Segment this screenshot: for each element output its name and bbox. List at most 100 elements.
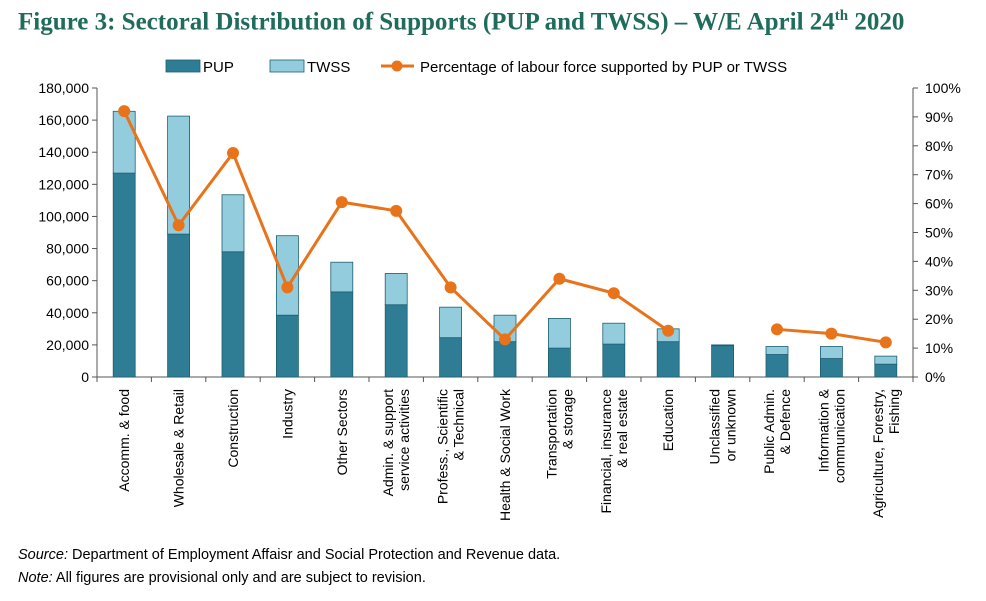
legend-label-pup: PUP: [203, 59, 234, 76]
bar-twss: [711, 344, 734, 347]
category-label: Education: [660, 389, 676, 451]
percentage-point: [444, 281, 457, 294]
bar-twss: [330, 261, 354, 293]
category-label: Unclassified: [707, 389, 723, 464]
left-tick-label: 100,000: [38, 208, 89, 224]
bar-pup: [765, 354, 789, 378]
percentage-point: [281, 281, 294, 294]
percentage-point: [662, 324, 675, 337]
category-label: & real estate: [614, 389, 630, 468]
right-tick-label: 20%: [925, 311, 953, 327]
left-tick-label: 20,000: [46, 337, 89, 353]
bar-pup: [656, 341, 680, 378]
figure-title: Figure 3: Sectoral Distribution of Suppo…: [18, 8, 978, 36]
left-tick-label: 80,000: [46, 241, 89, 257]
bar-pup: [384, 304, 408, 378]
legend-label-percentage: Percentage of labour force supported by …: [420, 59, 787, 76]
legend-swatch-twss: [269, 59, 305, 73]
category-label: Other Sectors: [334, 389, 350, 475]
bar-twss: [820, 346, 843, 359]
legend-swatch-pup: [165, 59, 201, 73]
category-labels: Accomm. & food Wholesale & Retail Construc…: [116, 388, 902, 521]
right-tick-label: 90%: [925, 109, 953, 125]
bar-twss: [275, 235, 299, 316]
category-label: Profess., Scientific: [435, 389, 451, 504]
left-tick-label: 60,000: [46, 273, 89, 289]
category-label: Public Admin.: [761, 389, 777, 474]
percentage-point: [825, 327, 838, 340]
bar-twss: [112, 110, 136, 174]
bar-pup: [548, 347, 571, 378]
bar-pup: [112, 172, 136, 378]
note-label: Note:: [18, 570, 53, 586]
category-label: Construction: [225, 389, 241, 468]
category-label: & Technical: [451, 389, 467, 460]
category-label: Fishing: [886, 389, 902, 434]
bar-twss: [221, 194, 245, 253]
percentage-point: [118, 105, 131, 118]
right-tick-label: 100%: [925, 80, 961, 96]
percentage-point: [607, 287, 620, 300]
chart-legend: PUP TWSS Percentage of labour force suppor…: [165, 59, 787, 76]
right-tick-label: 30%: [925, 282, 953, 298]
right-tick-label: 50%: [925, 225, 953, 241]
bar-twss: [439, 306, 463, 339]
bar-twss: [548, 317, 571, 349]
right-tick-label: 80%: [925, 138, 953, 154]
left-tick-label: 160,000: [38, 112, 89, 128]
percentage-point: [553, 272, 566, 285]
category-label: communication: [831, 389, 847, 483]
category-label: & storage: [559, 389, 575, 449]
bar-twss: [167, 115, 191, 235]
right-axis: 0% 10% 20% 30% 40% 50% 60% 70% 80% 90% 100%: [912, 80, 961, 385]
right-tick-label: 60%: [925, 196, 953, 212]
bar-pup: [820, 358, 843, 378]
bar-pup: [493, 341, 517, 378]
category-label: Financial, insurance: [598, 389, 614, 514]
bar-pup: [439, 337, 463, 378]
percentage-point: [335, 196, 348, 209]
category-label: Accomm. & food: [116, 389, 132, 492]
bar-twss: [384, 273, 408, 306]
left-tick-label: 120,000: [38, 176, 89, 192]
bar-twss: [602, 322, 626, 345]
bar-pup: [874, 363, 898, 378]
bar-pup: [167, 233, 191, 378]
percentage-point: [227, 147, 239, 160]
left-tick-label: 140,000: [38, 144, 89, 160]
category-label: & Defence: [777, 389, 793, 455]
figure-title-main: Figure 3: Sectoral Distribution of Suppo…: [18, 8, 835, 36]
bar-pup: [711, 345, 734, 378]
source-label: Source:: [18, 547, 68, 563]
percentage-point: [172, 219, 185, 232]
bar-pup: [602, 343, 626, 378]
percentage-point: [499, 333, 511, 346]
bar-pup: [221, 251, 245, 378]
category-label: Industry: [279, 389, 295, 439]
percentage-point: [771, 323, 783, 336]
category-label: Admin. & support: [380, 389, 396, 496]
category-label: Health & Social Work: [497, 388, 513, 521]
note-text: All figures are provisional only and are…: [52, 570, 426, 586]
source-text: Department of Employment Affaisr and Soc…: [67, 547, 561, 563]
figure-title-superscript: th: [834, 8, 849, 24]
left-tick-label: 40,000: [46, 305, 89, 321]
percentage-point: [879, 336, 892, 349]
legend-marker: [391, 60, 403, 72]
bar-twss: [765, 346, 789, 355]
percentage-line-series: [118, 105, 892, 349]
left-tick-label: 0: [81, 369, 89, 385]
left-tick-label: 180,000: [38, 80, 89, 96]
right-tick-label: 40%: [925, 253, 953, 269]
category-label: Wholesale & Retail: [171, 389, 187, 507]
right-tick-label: 0%: [925, 369, 945, 385]
category-label: or unknown: [723, 389, 739, 461]
right-tick-label: 70%: [925, 167, 953, 183]
right-tick-label: 10%: [925, 340, 953, 356]
category-label: Transportation: [543, 389, 559, 479]
bar-twss: [874, 355, 898, 365]
category-label: Information &: [815, 388, 831, 472]
category-label: Agriculture, Forestry,: [870, 389, 886, 518]
bar-pup: [275, 314, 299, 378]
legend-label-twss: TWSS: [307, 59, 350, 76]
